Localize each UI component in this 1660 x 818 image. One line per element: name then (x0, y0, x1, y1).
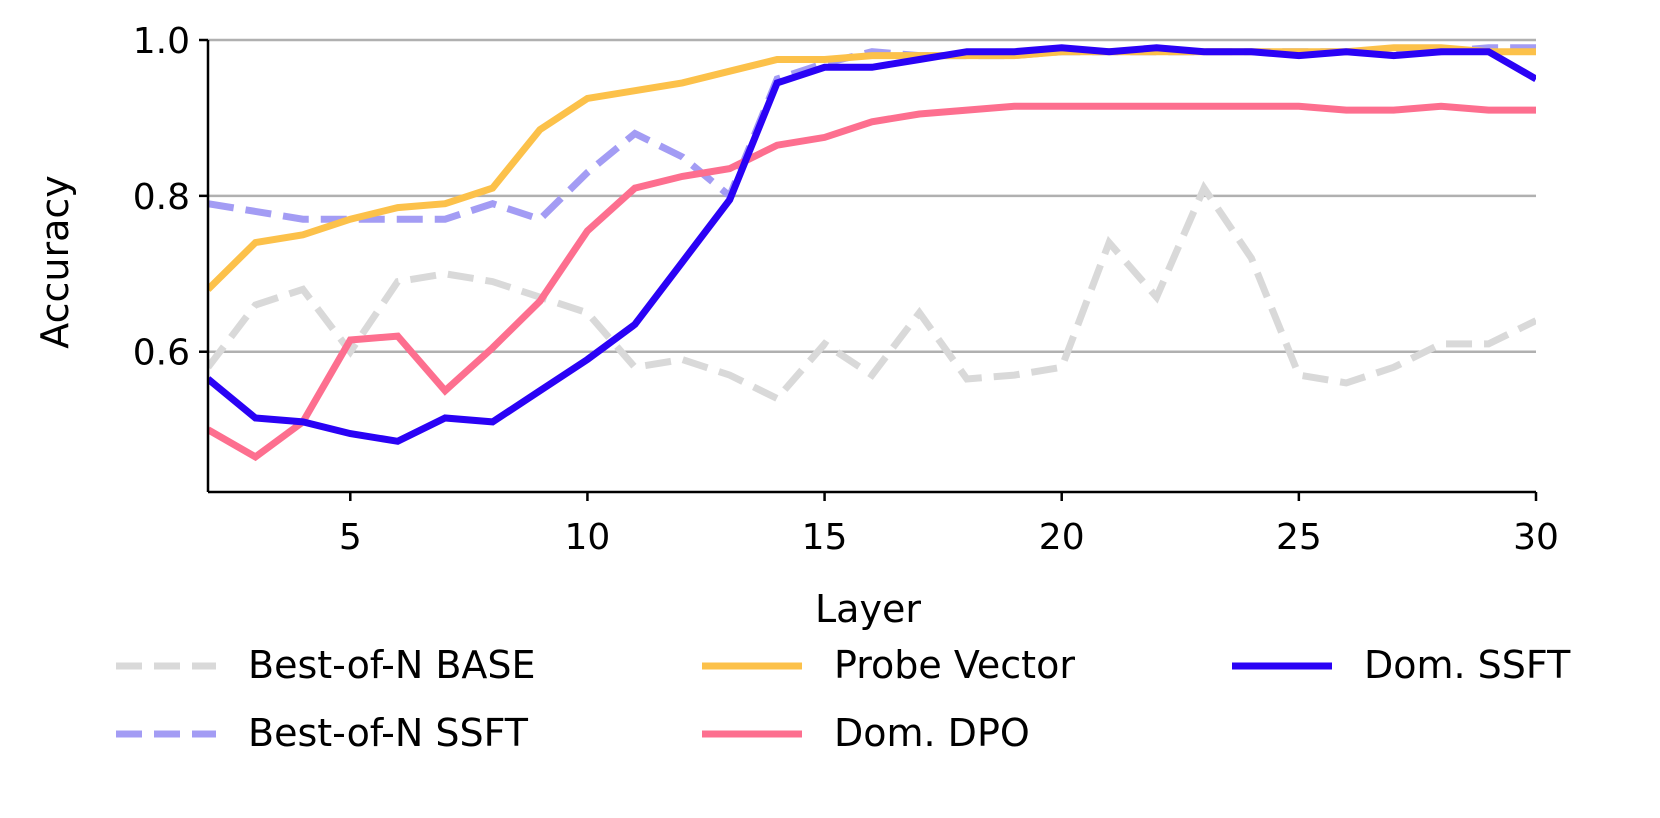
y-tick-label: 0.8 (133, 177, 190, 218)
series-line-best-of-n-ssft (208, 44, 1536, 224)
x-tick-label: 10 (565, 517, 611, 558)
series-line-best-of-n-base (208, 180, 1536, 403)
series-line-dom-dpo (208, 102, 1536, 462)
x-tick-label: 30 (1513, 517, 1559, 558)
x-tick-label: 25 (1276, 517, 1322, 558)
x-tick-label: 15 (802, 517, 848, 558)
series-line-dom-ssft (208, 44, 1536, 445)
y-axis-label: Accuracy (33, 175, 77, 349)
tick-labels: 0.6 0.8 1.0 5 10 15 20 25 30 (133, 21, 1559, 558)
series-line-probe-vector (208, 44, 1536, 292)
y-tick-label: 1.0 (133, 21, 190, 62)
legend-label-probe-vector: Probe Vector (834, 643, 1075, 687)
x-tick-label: 20 (1039, 517, 1085, 558)
legend-label-best-of-n-base: Best-of-N BASE (248, 643, 536, 687)
x-tick-label: 5 (339, 517, 362, 558)
legend-label-best-of-n-ssft: Best-of-N SSFT (248, 711, 529, 755)
x-axis-label: Layer (815, 587, 921, 631)
axes (199, 38, 1538, 501)
grid-lines (208, 38, 1536, 353)
y-tick-label: 0.6 (133, 333, 190, 374)
series-lines (208, 44, 1536, 462)
legend: Best-of-N BASE Best-of-N SSFT Probe Vector… (116, 643, 1571, 755)
legend-label-dom-ssft: Dom. SSFT (1364, 643, 1571, 687)
legend-label-dom-dpo: Dom. DPO (834, 711, 1030, 755)
